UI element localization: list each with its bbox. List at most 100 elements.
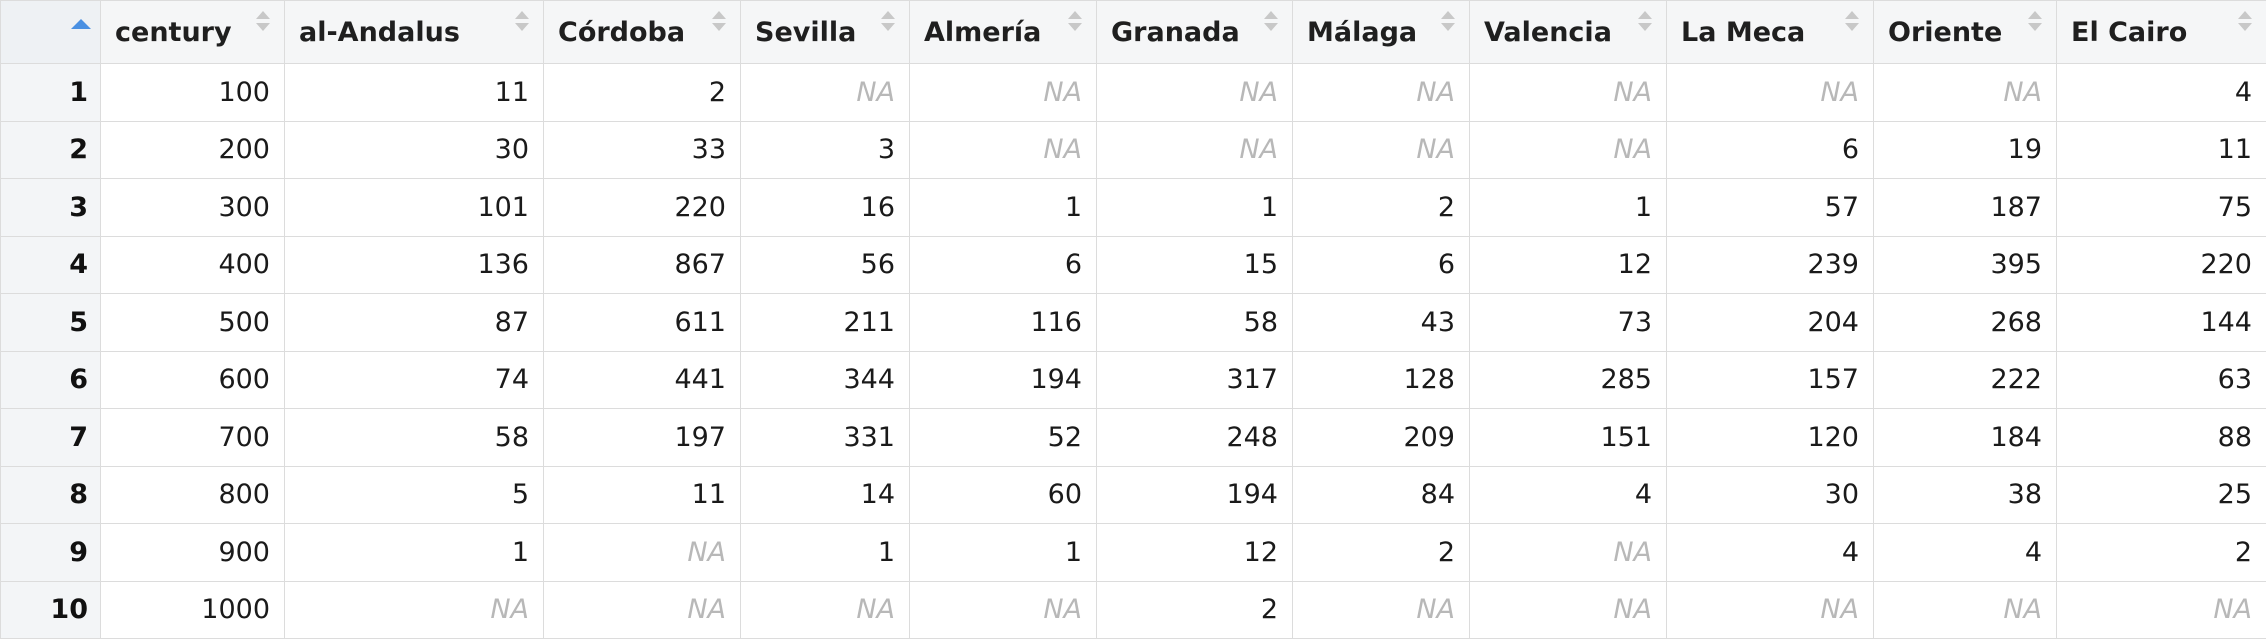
table-row[interactable]: 6 600 74 441 344 194 317 128 285 157 222 63 xyxy=(0,350,2266,409)
sort-toggle-icon[interactable] xyxy=(1068,11,1082,37)
cell-valencia: 151 xyxy=(1469,408,1667,467)
cell-cordoba: 611 xyxy=(543,293,741,352)
cell-century: 600 xyxy=(100,350,285,409)
row-number: 9 xyxy=(0,523,101,582)
cell-oriente: 395 xyxy=(1873,235,2057,294)
table-row[interactable]: 5 500 87 611 211 116 58 43 73 204 268 144 xyxy=(0,293,2266,352)
cell-al-andalus: 58 xyxy=(284,408,544,467)
cell-century: 300 xyxy=(100,178,285,237)
column-header-malaga[interactable]: Málaga xyxy=(1292,0,1470,64)
cell-la-meca: 239 xyxy=(1666,235,1874,294)
cell-century: 100 xyxy=(100,63,285,122)
cell-valencia: 4 xyxy=(1469,465,1667,524)
row-number: 10 xyxy=(0,580,101,639)
table-row[interactable]: 7 700 58 197 331 52 248 209 151 120 184 88 xyxy=(0,408,2266,467)
column-header-valencia[interactable]: Valencia xyxy=(1469,0,1667,64)
cell-granada: 58 xyxy=(1096,293,1293,352)
cell-almeria: 6 xyxy=(909,235,1097,294)
table-row[interactable]: 8 800 5 11 14 60 194 84 4 30 38 25 xyxy=(0,465,2266,524)
cell-cordoba: 2 xyxy=(543,63,741,122)
column-header-al-andalus[interactable]: al-Andalus xyxy=(284,0,544,64)
row-number: 6 xyxy=(0,350,101,409)
cell-valencia: NA xyxy=(1469,523,1667,582)
cell-granada: 12 xyxy=(1096,523,1293,582)
column-header-label: Oriente xyxy=(1888,16,2003,48)
sort-toggle-icon[interactable] xyxy=(1638,11,1652,37)
column-header-granada[interactable]: Granada xyxy=(1096,0,1293,64)
table-row[interactable]: 2 200 30 33 3 NA NA NA NA 6 19 11 xyxy=(0,120,2266,179)
column-header-la-meca[interactable]: La Meca xyxy=(1666,0,1874,64)
cell-cordoba: 197 xyxy=(543,408,741,467)
column-header-almeria[interactable]: Almería xyxy=(909,0,1097,64)
cell-al-andalus: 101 xyxy=(284,178,544,237)
cell-la-meca: 204 xyxy=(1666,293,1874,352)
row-number: 4 xyxy=(0,235,101,294)
column-header-label: La Meca xyxy=(1681,16,1806,48)
cell-valencia: NA xyxy=(1469,580,1667,639)
cell-la-meca: 6 xyxy=(1666,120,1874,179)
cell-granada: 194 xyxy=(1096,465,1293,524)
column-header-sevilla[interactable]: Sevilla xyxy=(740,0,910,64)
table-row[interactable]: 1 100 11 2 NA NA NA NA NA NA NA 4 xyxy=(0,63,2266,122)
cell-malaga: 6 xyxy=(1292,235,1470,294)
cell-la-meca: 120 xyxy=(1666,408,1874,467)
sort-toggle-icon[interactable] xyxy=(712,11,726,37)
cell-cordoba: 11 xyxy=(543,465,741,524)
column-header-cordoba[interactable]: Córdoba xyxy=(543,0,741,64)
sort-toggle-icon[interactable] xyxy=(881,11,895,37)
cell-la-meca: NA xyxy=(1666,580,1874,639)
cell-century: 400 xyxy=(100,235,285,294)
cell-sevilla: NA xyxy=(740,580,910,639)
column-header-label: Córdoba xyxy=(558,16,686,48)
cell-el-cairo: NA xyxy=(2056,580,2266,639)
header-row: century al-Andalus Córdoba Sevilla Almer… xyxy=(0,0,2266,64)
cell-oriente: 222 xyxy=(1873,350,2057,409)
cell-century: 900 xyxy=(100,523,285,582)
cell-malaga: NA xyxy=(1292,120,1470,179)
sort-toggle-icon[interactable] xyxy=(2238,11,2252,37)
cell-valencia: NA xyxy=(1469,120,1667,179)
cell-cordoba: NA xyxy=(543,580,741,639)
sort-toggle-icon[interactable] xyxy=(515,11,529,37)
cell-sevilla: 56 xyxy=(740,235,910,294)
cell-century: 700 xyxy=(100,408,285,467)
sort-toggle-icon[interactable] xyxy=(1441,11,1455,37)
cell-al-andalus: 136 xyxy=(284,235,544,294)
cell-malaga: 209 xyxy=(1292,408,1470,467)
cell-sevilla: 344 xyxy=(740,350,910,409)
cell-oriente: 184 xyxy=(1873,408,2057,467)
table-row[interactable]: 3 300 101 220 16 1 1 2 1 57 187 75 xyxy=(0,178,2266,237)
column-header-el-cairo[interactable]: El Cairo xyxy=(2056,0,2266,64)
column-header-oriente[interactable]: Oriente xyxy=(1873,0,2057,64)
table-row[interactable]: 4 400 136 867 56 6 15 6 12 239 395 220 xyxy=(0,235,2266,294)
cell-granada: 2 xyxy=(1096,580,1293,639)
cell-oriente: 268 xyxy=(1873,293,2057,352)
cell-el-cairo: 220 xyxy=(2056,235,2266,294)
row-number: 1 xyxy=(0,63,101,122)
sort-toggle-icon[interactable] xyxy=(1264,11,1278,37)
sort-toggle-icon[interactable] xyxy=(2028,11,2042,37)
cell-sevilla: 1 xyxy=(740,523,910,582)
cell-la-meca: 57 xyxy=(1666,178,1874,237)
cell-la-meca: 30 xyxy=(1666,465,1874,524)
cell-el-cairo: 144 xyxy=(2056,293,2266,352)
cell-cordoba: 33 xyxy=(543,120,741,179)
column-header-label: Valencia xyxy=(1484,16,1612,48)
cell-valencia: 73 xyxy=(1469,293,1667,352)
table-row[interactable]: 9 900 1 NA 1 1 12 2 NA 4 4 2 xyxy=(0,523,2266,582)
cell-al-andalus: NA xyxy=(284,580,544,639)
sort-toggle-icon[interactable] xyxy=(1845,11,1859,37)
cell-almeria: 52 xyxy=(909,408,1097,467)
cell-el-cairo: 4 xyxy=(2056,63,2266,122)
cell-oriente: NA xyxy=(1873,580,2057,639)
column-header-label: Granada xyxy=(1111,16,1240,48)
sort-toggle-icon[interactable] xyxy=(256,11,270,37)
cell-granada: NA xyxy=(1096,120,1293,179)
cell-almeria: NA xyxy=(909,63,1097,122)
column-header-century[interactable]: century xyxy=(100,0,285,64)
row-number-header[interactable] xyxy=(0,0,101,64)
table-row[interactable]: 10 1000 NA NA NA NA 2 NA NA NA NA NA xyxy=(0,580,2266,639)
column-header-label: century xyxy=(115,16,232,48)
row-number: 3 xyxy=(0,178,101,237)
cell-la-meca: 4 xyxy=(1666,523,1874,582)
